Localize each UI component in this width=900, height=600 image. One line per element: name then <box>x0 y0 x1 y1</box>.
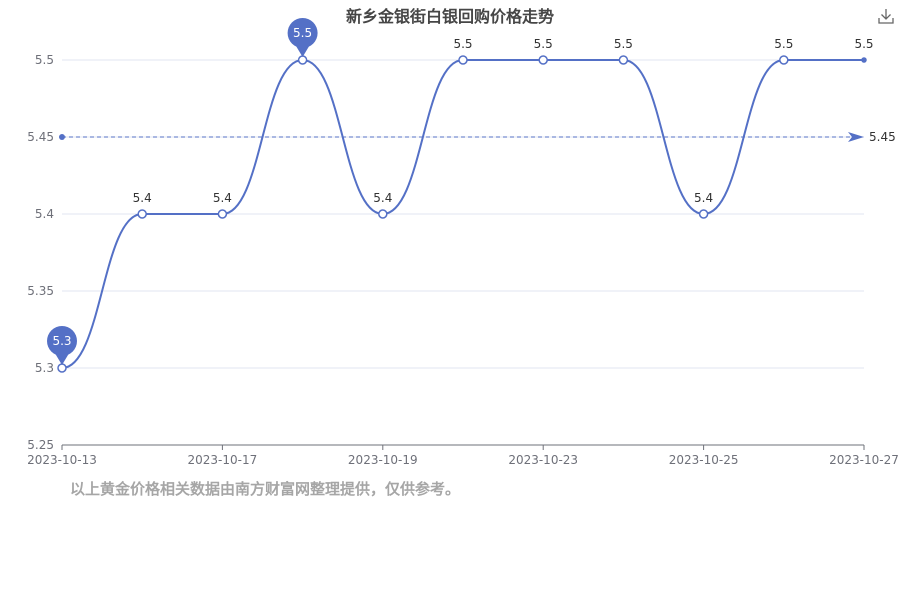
data-label: 5.4 <box>213 191 232 205</box>
y-tick-label: 5.3 <box>35 361 54 375</box>
mark-points: 5.5 5.3 <box>47 18 318 365</box>
data-points <box>57 55 867 373</box>
data-point <box>297 55 308 65</box>
data-point <box>698 209 709 219</box>
mark-pin-label: 5.3 <box>52 334 71 348</box>
y-tick-label: 5.45 <box>27 130 54 144</box>
data-point <box>458 55 468 65</box>
data-label: 5.5 <box>534 37 553 51</box>
data-point <box>57 363 67 373</box>
y-tick-label: 5.25 <box>27 438 54 452</box>
series-path <box>61 58 864 369</box>
data-labels: 5.4 5.4 5.4 5.5 5.5 5.5 5.4 5.5 5.5 <box>133 37 874 205</box>
data-label: 5.4 <box>133 191 152 205</box>
data-point <box>861 57 867 63</box>
mark-pin-max <box>287 18 318 48</box>
chart-title: 新乡金银街白银回购价格走势 <box>345 7 554 26</box>
y-tick-label: 5.5 <box>35 53 54 67</box>
data-label: 5.4 <box>694 191 713 205</box>
data-point <box>618 55 629 65</box>
y-tick-label: 5.35 <box>27 284 54 298</box>
data-label: 5.5 <box>614 37 633 51</box>
data-point <box>378 209 388 219</box>
average-line-label: 5.45 <box>869 130 896 144</box>
x-tick-label: 2023-10-13 <box>27 453 97 467</box>
average-line-start <box>59 134 65 140</box>
data-label: 5.5 <box>453 37 472 51</box>
data-point <box>779 55 789 65</box>
data-label: 5.4 <box>373 191 392 205</box>
x-tick-label: 2023-10-25 <box>669 453 739 467</box>
mark-pin-min <box>47 326 77 356</box>
x-tick-label: 2023-10-19 <box>348 453 418 467</box>
download-icon[interactable] <box>876 6 896 26</box>
data-point <box>538 55 548 65</box>
x-tick-label: 2023-10-23 <box>508 453 578 467</box>
data-point <box>217 209 228 219</box>
data-label: 5.5 <box>774 37 793 51</box>
data-point <box>137 209 147 219</box>
average-line: 5.45 <box>59 130 896 144</box>
mark-pin-label: 5.5 <box>293 26 312 40</box>
data-label: 5.5 <box>854 37 873 51</box>
x-tick-label: 2023-10-27 <box>829 453 899 467</box>
average-line-arrow <box>848 132 864 142</box>
y-tick-label: 5.4 <box>35 207 54 221</box>
axes: 5.25 5.3 5.35 5.4 5.45 5.5 2023-10-13 2023-10-1… <box>27 53 899 467</box>
series-line <box>61 58 864 369</box>
footnote: 以上黄金价格相关数据由南方财富网整理提供，仅供参考。 <box>70 480 461 498</box>
x-tick-label: 2023-10-17 <box>188 453 258 467</box>
